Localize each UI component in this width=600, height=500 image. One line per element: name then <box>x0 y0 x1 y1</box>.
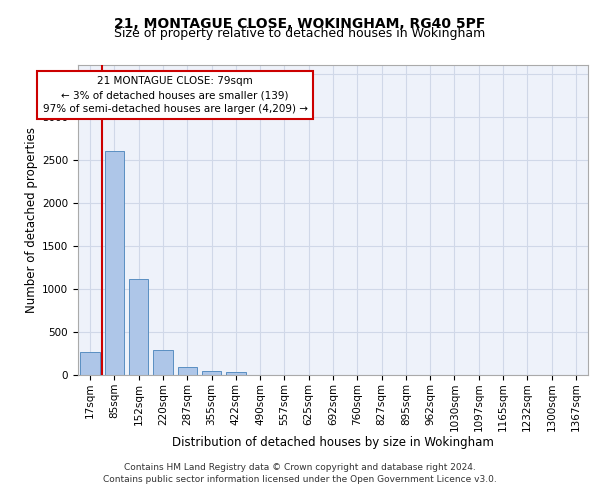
Text: 21 MONTAGUE CLOSE: 79sqm
← 3% of detached houses are smaller (139)
97% of semi-d: 21 MONTAGUE CLOSE: 79sqm ← 3% of detache… <box>43 76 308 114</box>
Bar <box>153 350 173 375</box>
X-axis label: Distribution of detached houses by size in Wokingham: Distribution of detached houses by size … <box>172 436 494 448</box>
Bar <box>178 367 197 375</box>
Text: 21, MONTAGUE CLOSE, WOKINGHAM, RG40 5PF: 21, MONTAGUE CLOSE, WOKINGHAM, RG40 5PF <box>115 18 485 32</box>
Bar <box>226 372 245 375</box>
Bar <box>129 278 148 375</box>
Text: Size of property relative to detached houses in Wokingham: Size of property relative to detached ho… <box>115 28 485 40</box>
Text: Contains HM Land Registry data © Crown copyright and database right 2024.: Contains HM Land Registry data © Crown c… <box>124 464 476 472</box>
Text: Contains public sector information licensed under the Open Government Licence v3: Contains public sector information licen… <box>103 475 497 484</box>
Bar <box>202 370 221 375</box>
Y-axis label: Number of detached properties: Number of detached properties <box>25 127 38 313</box>
Bar <box>80 352 100 375</box>
Bar <box>105 151 124 375</box>
